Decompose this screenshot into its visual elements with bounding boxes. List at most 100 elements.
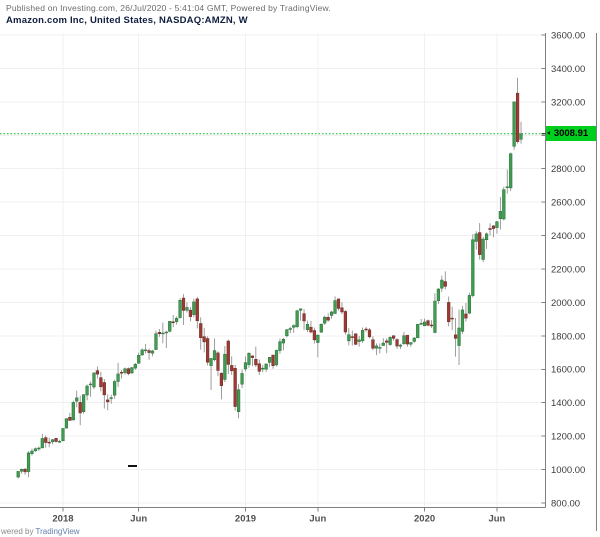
time-tick-label: 2020 <box>414 514 435 525</box>
candle-body <box>505 186 509 188</box>
candle-body <box>202 336 206 343</box>
candle-body <box>285 329 289 337</box>
instrument-title: Amazon.com Inc, United States, NASDAQ:AM… <box>6 15 248 26</box>
candle-body <box>78 402 82 414</box>
price-tick-label: 1000.00 <box>551 465 585 476</box>
candle-body <box>195 298 199 322</box>
candle-body <box>295 310 299 327</box>
tradingview-link[interactable]: TradingView <box>35 527 80 536</box>
candle-body <box>495 221 499 228</box>
candle-body <box>350 336 354 338</box>
candle-body <box>181 297 186 311</box>
price-tick-label: 3600.00 <box>551 30 585 41</box>
price-tick-label: 2000.00 <box>551 298 585 309</box>
candle-body <box>44 437 48 443</box>
candle-body <box>381 342 385 346</box>
price-tick-label: 2800.00 <box>551 164 585 175</box>
candle-body <box>268 357 272 363</box>
candle-body <box>478 232 482 255</box>
candle-body <box>488 228 492 230</box>
price-tick-label: 2200.00 <box>551 264 585 275</box>
candle-body <box>460 309 465 332</box>
candle-body <box>330 311 334 316</box>
candle-body <box>412 337 416 342</box>
candle-body <box>250 355 254 358</box>
candle-body <box>278 341 282 351</box>
candle-body <box>237 389 241 412</box>
candle-body <box>119 372 124 374</box>
price-tick-label: 2600.00 <box>551 198 585 209</box>
candle-body <box>85 385 89 396</box>
candle-body <box>422 321 427 327</box>
candle-body <box>436 288 440 302</box>
candle-body <box>71 402 75 421</box>
candle-body <box>154 333 158 350</box>
candle-body <box>230 365 234 372</box>
candle-body <box>171 321 175 323</box>
candle-body <box>509 153 513 189</box>
candle-body <box>30 450 34 454</box>
candle-body <box>388 337 392 345</box>
candle-body <box>116 373 120 382</box>
candle-body <box>257 363 261 372</box>
candle-body <box>261 367 265 370</box>
candle-body <box>161 332 165 335</box>
candle-body <box>440 279 444 289</box>
candle-body <box>140 349 144 356</box>
candle-body <box>447 302 451 323</box>
candle-body <box>484 233 489 240</box>
candle-body <box>281 338 285 344</box>
candle-body <box>443 281 447 287</box>
candle-body <box>233 368 237 407</box>
candle-body <box>130 367 134 374</box>
candle-body <box>467 295 471 314</box>
candle-body <box>57 441 62 443</box>
candle-body <box>416 324 420 339</box>
candle-body <box>82 394 86 412</box>
candle-body <box>409 342 413 345</box>
candle-body <box>54 438 58 442</box>
candle-body <box>95 370 100 375</box>
candle-body <box>354 333 358 345</box>
candle-body <box>464 313 468 319</box>
candle-body <box>64 418 69 429</box>
candle-body <box>491 225 496 229</box>
candle-body <box>51 439 55 443</box>
candle-body <box>209 358 213 366</box>
candle-body <box>212 350 217 361</box>
last-price-value: 3008.91 <box>553 128 589 140</box>
price-tick-label: 1400.00 <box>551 398 585 409</box>
candle-body <box>264 363 268 370</box>
candle-body <box>364 328 368 331</box>
candle-body <box>319 323 323 333</box>
candle-body <box>378 347 382 349</box>
candle-body <box>402 335 406 344</box>
candle-body <box>164 331 168 334</box>
candle-body <box>150 350 155 354</box>
candle-body <box>312 330 316 341</box>
candle-body <box>137 354 141 364</box>
candle-body <box>99 377 103 388</box>
candle-body <box>247 352 251 365</box>
candle-body <box>398 344 403 347</box>
candle-body <box>374 345 378 349</box>
price-tick-label: 1600.00 <box>551 365 585 376</box>
candle-body <box>113 381 117 396</box>
candle-body <box>391 335 396 339</box>
candle-body <box>26 452 31 472</box>
candle-body <box>453 334 458 339</box>
candle-body <box>474 233 478 242</box>
candle-body <box>147 350 151 353</box>
candle-body <box>188 309 193 317</box>
candle-body <box>106 399 110 403</box>
candle-body <box>109 397 113 399</box>
price-tick-label: 1200.00 <box>551 432 585 443</box>
candle-body <box>326 317 330 321</box>
candle-body <box>47 441 51 444</box>
price-tick-label: 800.00 <box>551 498 580 509</box>
candle-body <box>515 92 520 142</box>
candle-body <box>450 317 454 320</box>
attribution: wered by TradingView <box>1 527 80 536</box>
